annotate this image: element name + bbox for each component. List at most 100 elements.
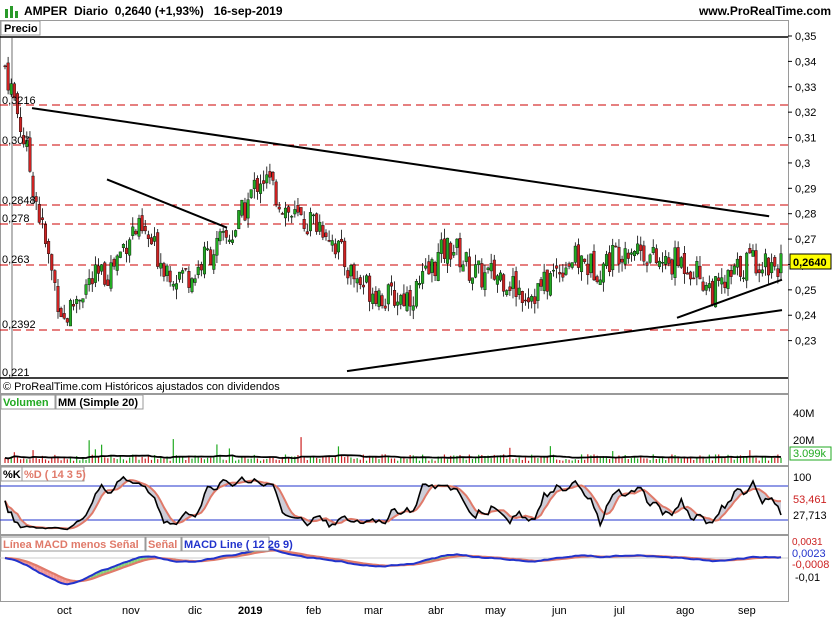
candle-body (689, 271, 693, 280)
candle-body (265, 174, 269, 184)
y-tick-label: 0,25 (795, 285, 816, 297)
volume-ma-line (4, 454, 782, 460)
candle-body (312, 214, 316, 217)
candle-body (327, 240, 331, 242)
candle-body (171, 283, 175, 287)
candle-body (299, 207, 303, 215)
candle-body (763, 253, 767, 268)
candle-body (31, 175, 35, 197)
candle-body (178, 271, 182, 280)
candle-body (514, 271, 518, 297)
candle-body (455, 238, 459, 248)
left-level-4: 0,278 (2, 213, 30, 225)
candle-body (427, 261, 431, 275)
candle-body (389, 282, 393, 287)
candle-body (492, 259, 496, 280)
candle-body (704, 285, 708, 291)
candle-body (701, 281, 705, 291)
candle-body (601, 263, 605, 283)
y-tick-label: 0,27 (795, 234, 816, 246)
candle-body (570, 262, 574, 268)
candle-body (377, 290, 381, 307)
candle-body (405, 292, 409, 311)
candle-body (96, 265, 100, 274)
candle-body (159, 262, 163, 269)
panel-frames (0, 20, 789, 602)
y-tick-label: 0,24 (795, 310, 816, 322)
candle-body (280, 213, 284, 215)
candle-body (452, 252, 456, 256)
candle-body (682, 253, 686, 275)
header-symbol: AMPER (24, 4, 68, 18)
macd-hist-label: Línea MACD menos Señal (3, 539, 139, 551)
xlabel-jun: jun (551, 605, 567, 617)
candle-body (193, 278, 197, 283)
candle-body (218, 231, 222, 242)
candle-body (742, 277, 746, 280)
candle-body (330, 240, 334, 246)
candle-body (368, 275, 372, 302)
candle-body (639, 244, 643, 251)
candle-body (34, 196, 38, 202)
candle-body (754, 250, 758, 274)
y-tick-label: 0,23 (795, 336, 816, 348)
candle-body (773, 257, 777, 267)
candle-body (305, 231, 309, 235)
volume-label: Volumen (3, 397, 49, 409)
candle-body (53, 270, 57, 283)
vol-tick-40m: 40M (793, 408, 814, 420)
candle-body (442, 238, 446, 259)
candle-body (308, 212, 312, 232)
macd-value-hist: -0,0008 (792, 559, 829, 571)
candle-body (168, 270, 172, 283)
trendline (106, 178, 228, 229)
candle-body (583, 258, 587, 262)
site-link[interactable]: www.ProRealTime.com (698, 4, 831, 18)
last-price-text: 0,2640 (793, 257, 827, 269)
candle-body (59, 308, 63, 317)
candle-body (633, 251, 637, 257)
bars-icon (5, 6, 18, 18)
candle-body (430, 259, 434, 273)
macd-panel: Línea MACD menos Señal Señal MACD Line (… (0, 536, 829, 586)
header-title: AMPER Diario 0,2640 (+1,93%) 16-sep-2019 (24, 4, 283, 18)
candle-body (539, 279, 543, 287)
candle-body (199, 264, 203, 271)
y-tick-label: 0,3 (795, 158, 810, 170)
volume-bars (4, 437, 782, 463)
macd-value-cut: 0,0031 (792, 537, 823, 548)
candle-body (533, 296, 537, 304)
candle-body (165, 265, 169, 276)
candle-body (414, 281, 418, 307)
candle-body (72, 304, 76, 307)
candle-body (240, 199, 244, 216)
macd-fill-positive (78, 549, 783, 582)
macd-line-label: MACD Line ( 12 26 9) (184, 539, 293, 551)
candle-body (698, 265, 702, 280)
xlabel-mar: mar (364, 605, 383, 617)
candle-body (290, 215, 294, 218)
candle-body (47, 241, 51, 255)
candle-body (221, 231, 225, 233)
candle-body (502, 274, 506, 292)
candle-body (37, 203, 41, 223)
macd-signal-label: Señal (148, 539, 177, 551)
stoch-panel-frame (0, 466, 789, 535)
candle-body (252, 179, 256, 189)
candle-body (657, 260, 661, 267)
xlabel-oct: oct (57, 605, 72, 617)
candle-body (62, 313, 66, 319)
candle-body (558, 272, 562, 275)
stoch-d-label: %D ( 14 3 5) (24, 469, 86, 481)
candle-body (84, 284, 88, 295)
candle-body (246, 199, 250, 219)
candle-body (346, 270, 350, 279)
candle-body (542, 271, 546, 291)
candle-body (408, 290, 412, 307)
candle-body (340, 238, 344, 243)
trendlines-group (31, 107, 783, 373)
y-tick-label: 0,34 (795, 56, 816, 68)
left-level-3: 0,2848 (2, 195, 36, 207)
candle-body (355, 278, 359, 284)
